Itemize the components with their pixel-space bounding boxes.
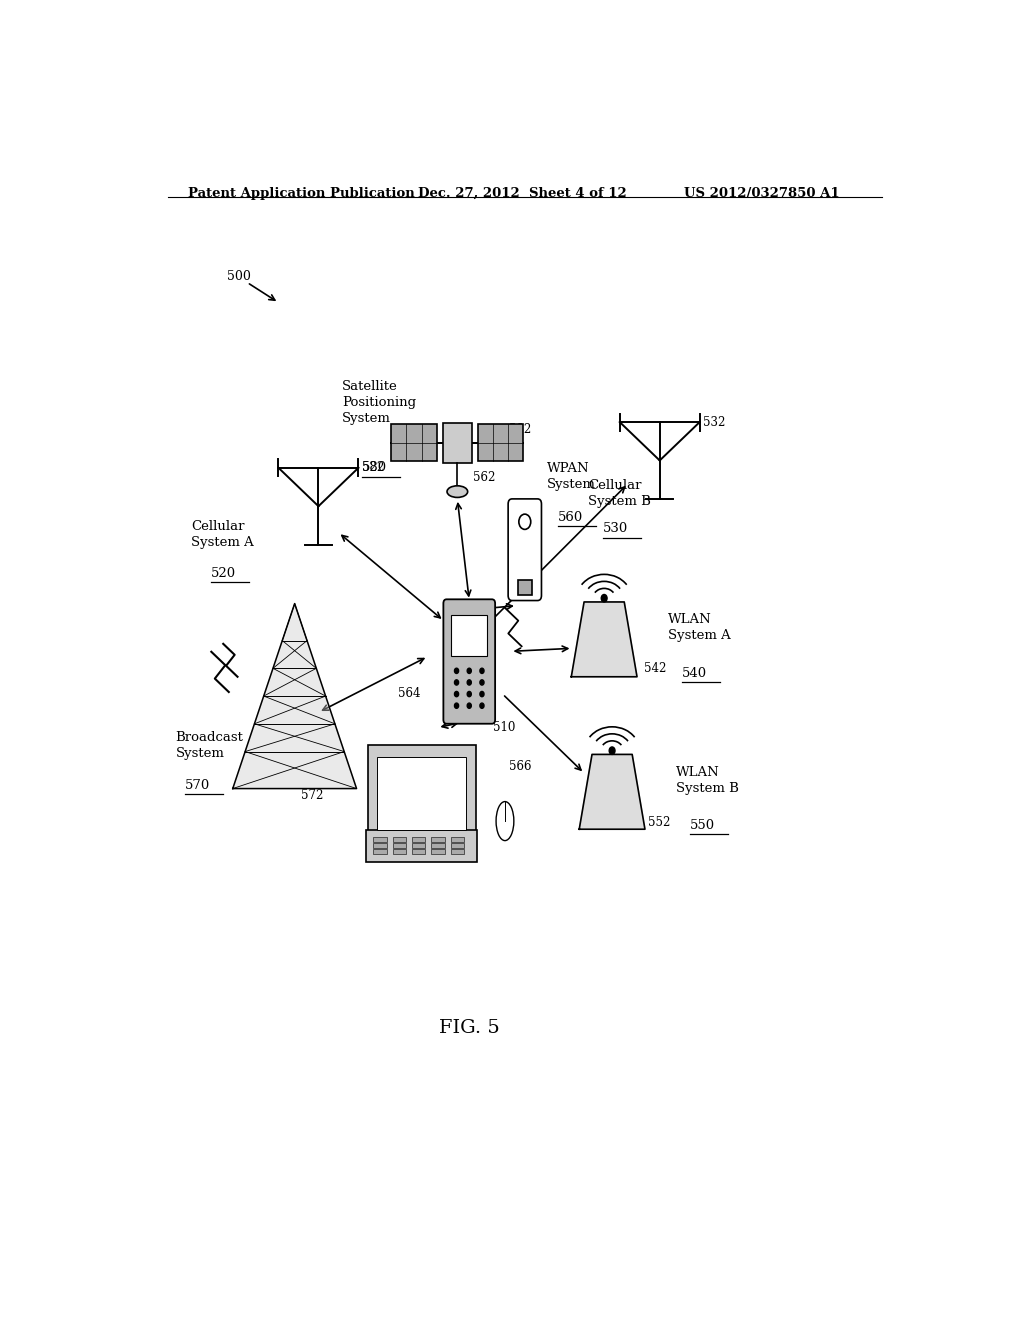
Bar: [374, 849, 387, 854]
Bar: [443, 422, 472, 463]
Circle shape: [455, 704, 459, 709]
Text: Dec. 27, 2012  Sheet 4 of 12: Dec. 27, 2012 Sheet 4 of 12: [418, 187, 627, 199]
Text: 532: 532: [703, 416, 726, 429]
Text: Patent Application Publication: Patent Application Publication: [187, 187, 415, 199]
Bar: [518, 581, 531, 595]
Circle shape: [480, 704, 484, 709]
Bar: [478, 425, 523, 462]
Circle shape: [601, 594, 607, 602]
Text: 570: 570: [185, 779, 210, 792]
Circle shape: [480, 692, 484, 697]
Text: 562: 562: [473, 471, 496, 483]
Text: Cellular
System B: Cellular System B: [588, 479, 651, 508]
Circle shape: [609, 747, 615, 755]
Circle shape: [467, 668, 471, 673]
Text: 552: 552: [648, 816, 670, 829]
Circle shape: [480, 668, 484, 673]
Text: 550: 550: [690, 820, 715, 832]
Text: US 2012/0327850 A1: US 2012/0327850 A1: [684, 187, 839, 199]
Text: WLAN
System B: WLAN System B: [676, 766, 738, 795]
Bar: [374, 837, 387, 842]
FancyBboxPatch shape: [443, 599, 496, 723]
Bar: [452, 615, 487, 656]
Text: 564: 564: [397, 688, 420, 700]
Text: 566: 566: [509, 760, 531, 774]
Ellipse shape: [447, 486, 468, 498]
Text: 530: 530: [602, 523, 628, 536]
Text: WPAN
System: WPAN System: [547, 462, 596, 491]
Text: 522: 522: [362, 462, 384, 474]
Bar: [412, 843, 426, 847]
FancyBboxPatch shape: [366, 830, 477, 862]
Circle shape: [455, 668, 459, 673]
Bar: [431, 849, 444, 854]
Text: Cellular
System A: Cellular System A: [191, 520, 254, 549]
Text: 572: 572: [301, 789, 324, 801]
Text: 520: 520: [211, 568, 237, 581]
Text: 510: 510: [494, 721, 515, 734]
Circle shape: [467, 692, 471, 697]
Bar: [451, 837, 464, 842]
Circle shape: [455, 680, 459, 685]
Ellipse shape: [496, 801, 514, 841]
Bar: [393, 843, 407, 847]
Bar: [412, 837, 426, 842]
Text: 560: 560: [558, 511, 584, 524]
Bar: [431, 837, 444, 842]
Bar: [393, 849, 407, 854]
Polygon shape: [232, 603, 356, 788]
Text: FIG. 5: FIG. 5: [439, 1019, 500, 1036]
Text: 542: 542: [644, 661, 667, 675]
Bar: [431, 843, 444, 847]
Circle shape: [467, 680, 471, 685]
FancyBboxPatch shape: [368, 744, 475, 842]
Bar: [451, 849, 464, 854]
Circle shape: [455, 692, 459, 697]
Polygon shape: [571, 602, 637, 677]
Bar: [393, 837, 407, 842]
Circle shape: [480, 680, 484, 685]
Text: Broadcast
System: Broadcast System: [176, 731, 244, 760]
Text: Satellite
Positioning
System: Satellite Positioning System: [342, 380, 417, 425]
Text: WLAN
System A: WLAN System A: [668, 614, 730, 643]
Bar: [412, 849, 426, 854]
FancyBboxPatch shape: [508, 499, 542, 601]
Bar: [377, 758, 466, 830]
Text: 500: 500: [227, 271, 251, 284]
Circle shape: [467, 704, 471, 709]
Text: 582: 582: [509, 422, 531, 436]
Bar: [374, 843, 387, 847]
Bar: [451, 843, 464, 847]
Text: 540: 540: [682, 667, 707, 680]
Bar: [391, 425, 436, 462]
Polygon shape: [580, 755, 645, 829]
Text: 580: 580: [362, 462, 387, 474]
